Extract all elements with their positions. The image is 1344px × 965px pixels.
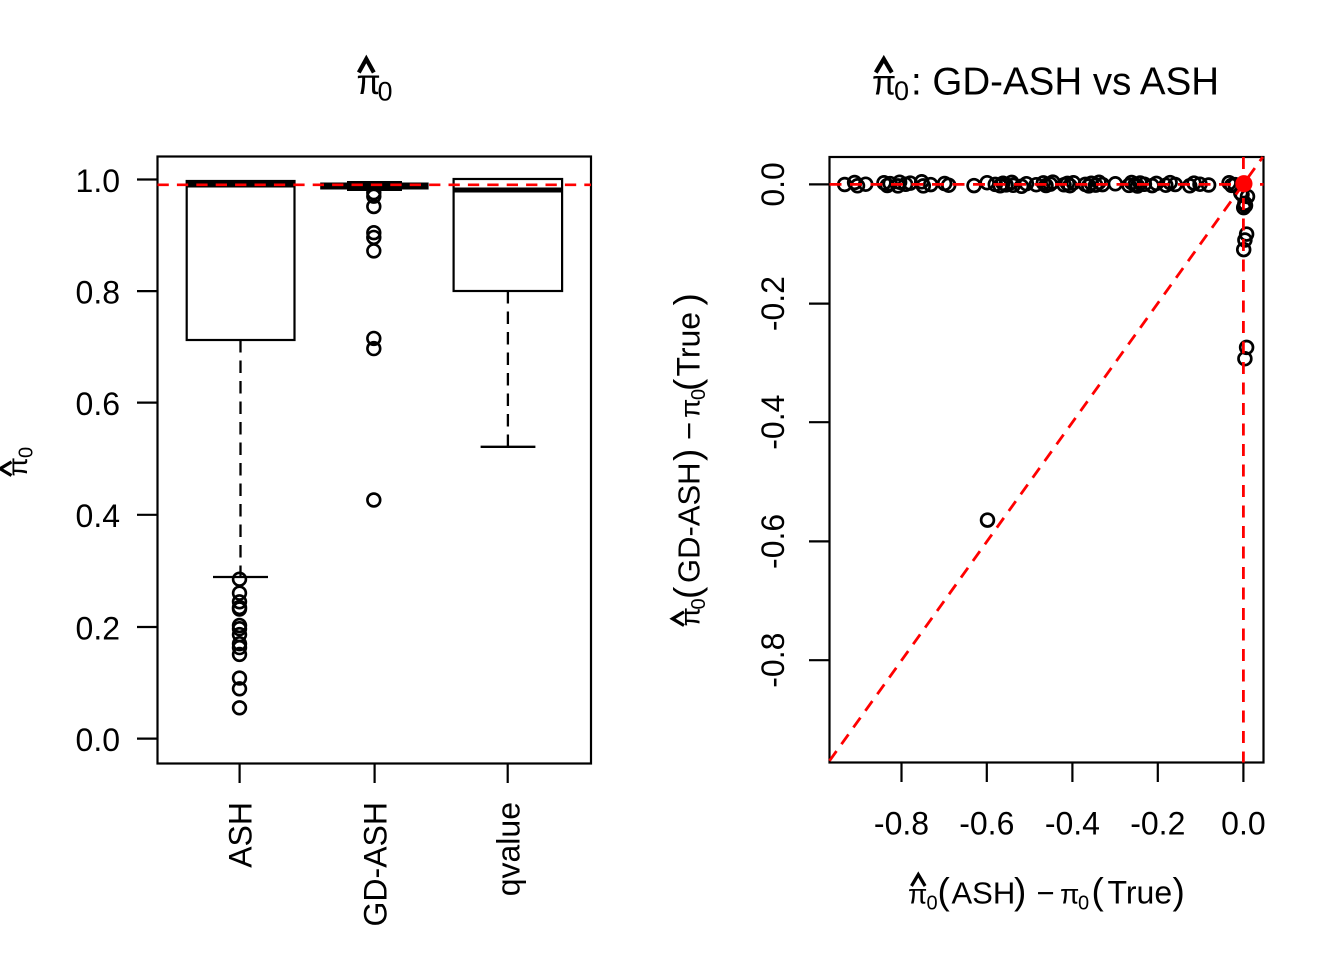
svg-text:−: − [1037,876,1055,911]
svg-text:0: 0 [1078,893,1089,915]
svg-text:-0.2: -0.2 [1130,805,1185,841]
svg-text:0: 0 [378,76,393,106]
svg-text:GD-ASH: GD-ASH [357,802,393,926]
svg-text:(: ( [938,871,951,912]
svg-text:): ) [667,449,708,461]
svg-text:-0.2: -0.2 [755,276,791,331]
svg-text:π: π [1060,879,1079,910]
svg-text:0: 0 [16,447,38,458]
svg-text:): ) [1173,871,1185,912]
svg-text:-0.6: -0.6 [959,805,1014,841]
svg-text:0.6: 0.6 [76,386,120,422]
svg-text:qvalue: qvalue [490,802,526,896]
svg-text:True: True [1108,875,1173,911]
svg-text:0: 0 [894,76,909,106]
svg-text:0.0: 0.0 [76,722,120,758]
svg-text:-0.6: -0.6 [755,514,791,569]
svg-text:0: 0 [688,389,710,400]
svg-text:-0.4: -0.4 [1045,805,1100,841]
svg-text:π: π [675,399,706,418]
svg-text:−: − [672,422,707,440]
svg-text:(: ( [1092,871,1105,912]
svg-text:): ) [667,293,708,305]
svg-text:: GD-ASH vs ASH: : GD-ASH vs ASH [911,61,1219,104]
svg-text:-0.8: -0.8 [874,805,929,841]
svg-text:(: ( [667,378,708,391]
svg-text:0: 0 [688,598,710,609]
svg-text:GD-ASH: GD-ASH [672,462,707,583]
svg-text:1.0: 1.0 [76,163,120,199]
svg-text:0.0: 0.0 [755,162,791,206]
svg-text:0.2: 0.2 [76,610,120,646]
svg-text:): ) [1014,871,1026,912]
svg-text:ASH: ASH [952,876,1016,911]
svg-text:True: True [671,312,707,377]
svg-text:ASH: ASH [222,802,258,868]
svg-text:0.0: 0.0 [1221,805,1265,841]
svg-text:0.4: 0.4 [76,498,120,534]
svg-text:0: 0 [927,893,938,915]
svg-text:(: ( [667,586,708,599]
svg-text:0.8: 0.8 [76,274,120,310]
svg-text:-0.8: -0.8 [755,633,791,688]
svg-text:-0.4: -0.4 [755,395,791,450]
